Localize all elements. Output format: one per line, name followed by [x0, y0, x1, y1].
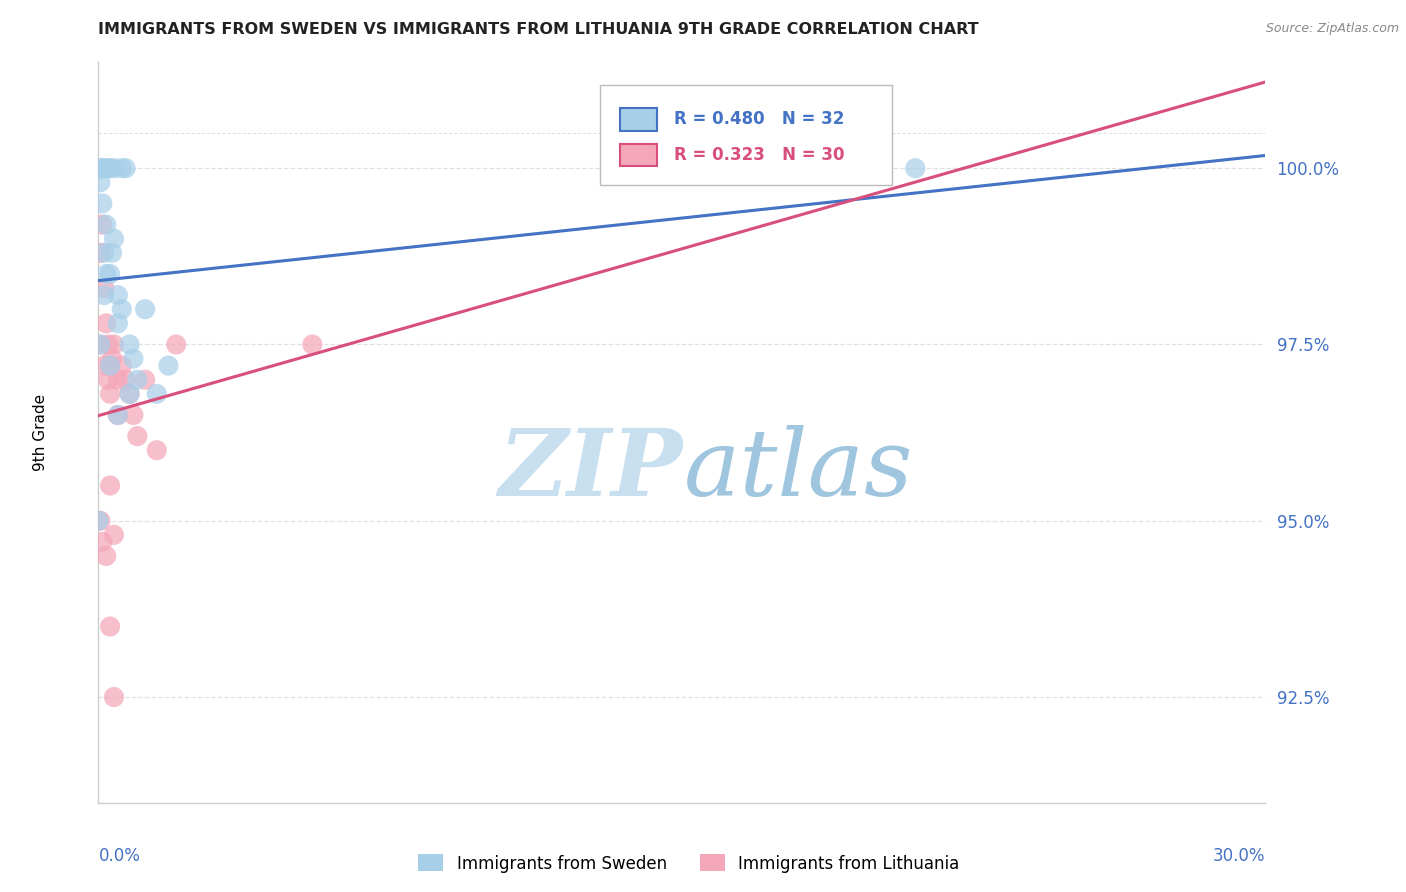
Point [91, 196, 114, 211]
Point [89, 175, 111, 189]
Point [98, 478, 121, 492]
Point [91, 161, 114, 176]
Text: R = 0.480   N = 32: R = 0.480 N = 32 [673, 111, 844, 128]
Point [97, 373, 120, 387]
Point [97, 337, 120, 351]
Point [107, 408, 129, 422]
Point [114, 161, 136, 176]
Point [127, 429, 149, 443]
Point [98, 267, 121, 281]
Point [103, 528, 125, 542]
Point [93, 161, 115, 176]
Point [98, 359, 121, 373]
Point [93, 281, 115, 295]
Point [114, 373, 136, 387]
Point [134, 373, 156, 387]
Point [97, 161, 120, 176]
Point [91, 535, 114, 549]
Point [98, 359, 121, 373]
Bar [620, 108, 658, 130]
Point [107, 408, 129, 422]
Point [96, 267, 118, 281]
Point [111, 302, 134, 317]
Point [89, 337, 111, 351]
Point [904, 161, 927, 176]
Text: atlas: atlas [685, 425, 914, 515]
Point [146, 387, 169, 401]
Point [103, 161, 125, 176]
Point [165, 337, 187, 351]
Point [101, 351, 124, 366]
Point [98, 619, 121, 633]
Point [98, 161, 121, 176]
Point [89, 337, 111, 351]
Point [89, 161, 111, 176]
Point [103, 337, 125, 351]
Text: 9th Grade: 9th Grade [32, 394, 48, 471]
Text: ZIP: ZIP [498, 425, 682, 515]
Text: R = 0.323   N = 30: R = 0.323 N = 30 [673, 146, 844, 164]
Point [89, 245, 111, 260]
Point [118, 387, 141, 401]
Point [103, 690, 125, 704]
Point [93, 288, 115, 302]
Point [107, 288, 129, 302]
Legend: Immigrants from Sweden, Immigrants from Lithuania: Immigrants from Sweden, Immigrants from … [412, 847, 966, 880]
Point [107, 373, 129, 387]
Point [111, 359, 134, 373]
Point [93, 245, 115, 260]
Text: Source: ZipAtlas.com: Source: ZipAtlas.com [1265, 22, 1399, 36]
Point [96, 549, 118, 563]
Text: 0.0%: 0.0% [98, 847, 141, 865]
Point [98, 387, 121, 401]
Point [134, 302, 156, 317]
Point [118, 337, 141, 351]
Point [146, 443, 169, 458]
FancyBboxPatch shape [600, 85, 891, 185]
Text: 30.0%: 30.0% [1213, 847, 1265, 865]
Point [122, 351, 145, 366]
Bar [620, 144, 658, 166]
Point [93, 359, 115, 373]
Point [122, 408, 145, 422]
Point [103, 232, 125, 246]
Point [107, 316, 129, 330]
Point [96, 218, 118, 232]
Point [111, 161, 134, 176]
Point [127, 373, 149, 387]
Text: IMMIGRANTS FROM SWEDEN VS IMMIGRANTS FROM LITHUANIA 9TH GRADE CORRELATION CHART: IMMIGRANTS FROM SWEDEN VS IMMIGRANTS FRO… [98, 22, 979, 37]
Point [157, 359, 180, 373]
Point [91, 218, 114, 232]
Point [101, 245, 124, 260]
Point [118, 387, 141, 401]
Point [89, 514, 111, 528]
Point [301, 337, 323, 351]
Point [96, 316, 118, 330]
Point [87, 514, 110, 528]
